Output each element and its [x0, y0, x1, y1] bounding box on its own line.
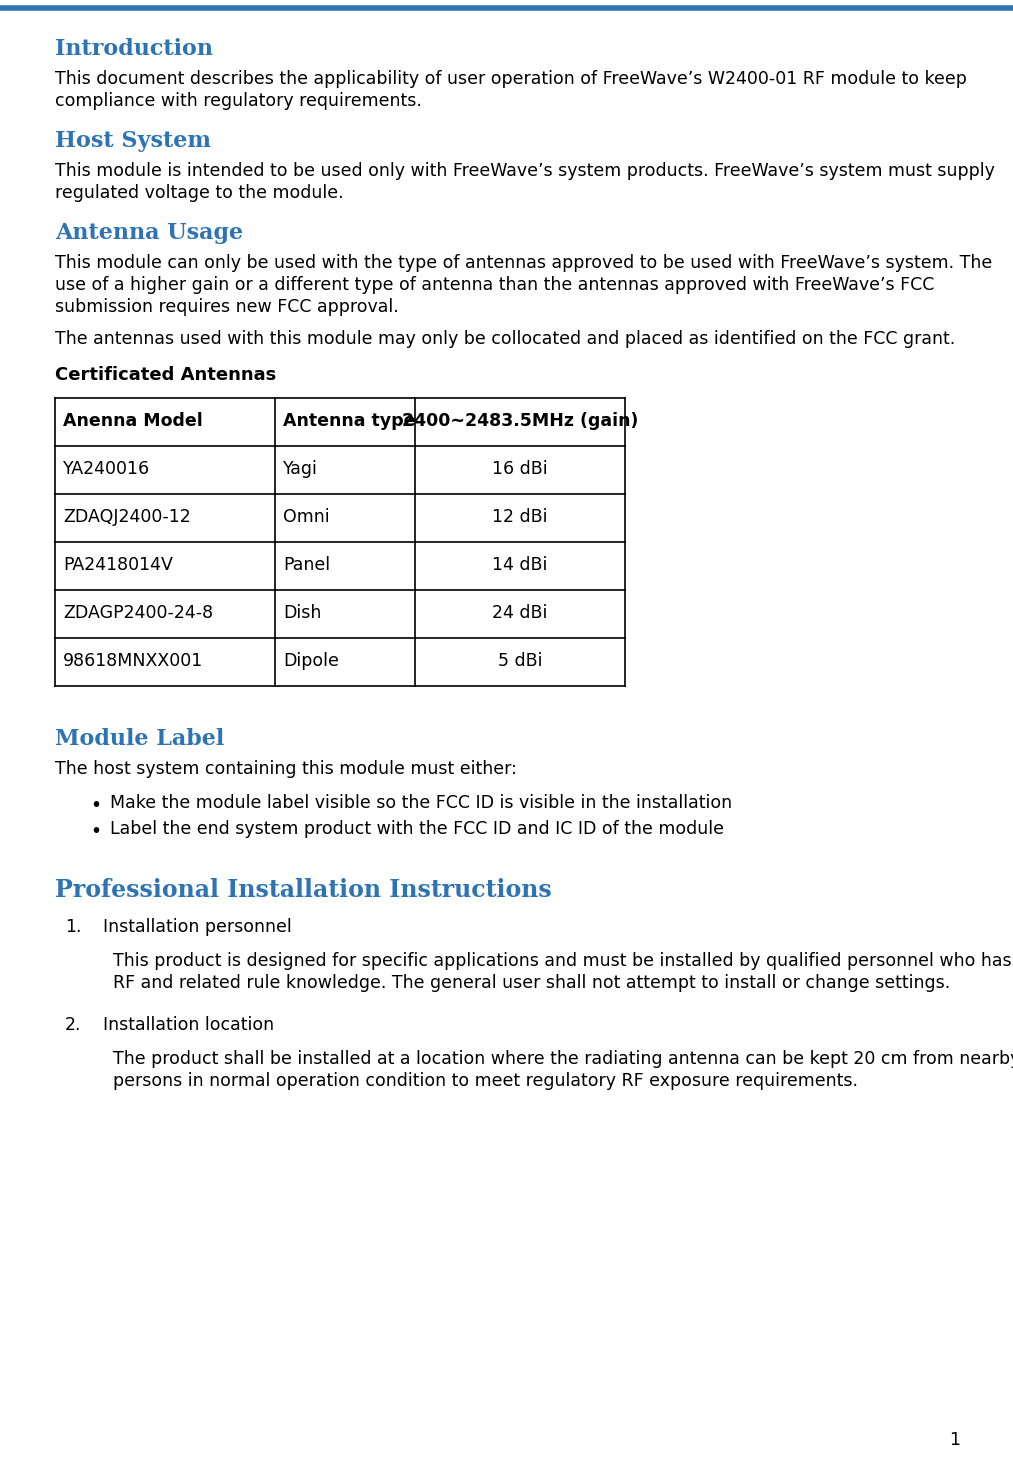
- Text: 16 dBi: 16 dBi: [492, 460, 548, 478]
- Text: The antennas used with this module may only be collocated and placed as identifi: The antennas used with this module may o…: [55, 330, 955, 348]
- Text: 1: 1: [949, 1432, 960, 1449]
- Text: Module Label: Module Label: [55, 728, 224, 750]
- Text: Antenna Usage: Antenna Usage: [55, 222, 243, 244]
- Text: Certificated Antennas: Certificated Antennas: [55, 365, 277, 385]
- Text: This module can only be used with the type of antennas approved to be used with : This module can only be used with the ty…: [55, 254, 993, 272]
- Text: Installation personnel: Installation personnel: [103, 918, 292, 936]
- Text: Dipole: Dipole: [283, 652, 339, 670]
- Text: YA240016: YA240016: [63, 460, 150, 478]
- Text: submission requires new FCC approval.: submission requires new FCC approval.: [55, 297, 399, 317]
- Text: ZDAQJ2400-12: ZDAQJ2400-12: [63, 507, 190, 527]
- Text: 5 dBi: 5 dBi: [497, 652, 542, 670]
- Text: This module is intended to be used only with FreeWave’s system products. FreeWav: This module is intended to be used only …: [55, 163, 995, 180]
- Text: The host system containing this module must either:: The host system containing this module m…: [55, 760, 517, 778]
- Text: ZDAGP2400-24-8: ZDAGP2400-24-8: [63, 603, 213, 623]
- Text: regulated voltage to the module.: regulated voltage to the module.: [55, 183, 343, 203]
- Text: 12 dBi: 12 dBi: [492, 507, 548, 527]
- Text: Installation location: Installation location: [103, 1016, 275, 1034]
- Text: 2.: 2.: [65, 1016, 81, 1034]
- Text: Professional Installation Instructions: Professional Installation Instructions: [55, 879, 552, 902]
- Text: Make the module label visible so the FCC ID is visible in the installation: Make the module label visible so the FCC…: [110, 794, 732, 812]
- Text: Label the end system product with the FCC ID and IC ID of the module: Label the end system product with the FC…: [110, 819, 724, 839]
- Text: persons in normal operation condition to meet regulatory RF exposure requirement: persons in normal operation condition to…: [113, 1072, 858, 1090]
- Text: Introduction: Introduction: [55, 38, 213, 61]
- Text: Panel: Panel: [283, 556, 330, 574]
- Text: 1.: 1.: [65, 918, 81, 936]
- Text: RF and related rule knowledge. The general user shall not attempt to install or : RF and related rule knowledge. The gener…: [113, 975, 950, 992]
- Text: use of a higher gain or a different type of antenna than the antennas approved w: use of a higher gain or a different type…: [55, 277, 934, 294]
- Text: Yagi: Yagi: [283, 460, 318, 478]
- Text: This document describes the applicability of user operation of FreeWave’s W2400-: This document describes the applicabilit…: [55, 70, 966, 87]
- Text: compliance with regulatory requirements.: compliance with regulatory requirements.: [55, 92, 421, 109]
- Text: Dish: Dish: [283, 603, 321, 623]
- Text: •: •: [90, 796, 101, 815]
- Text: PA2418014V: PA2418014V: [63, 556, 173, 574]
- Text: Omni: Omni: [283, 507, 329, 527]
- Text: Antenna type: Antenna type: [283, 413, 415, 430]
- Text: 2400~2483.5MHz (gain): 2400~2483.5MHz (gain): [402, 413, 638, 430]
- Text: •: •: [90, 822, 101, 842]
- Text: This product is designed for specific applications and must be installed by qual: This product is designed for specific ap…: [113, 952, 1012, 970]
- Text: 14 dBi: 14 dBi: [492, 556, 548, 574]
- Text: Host System: Host System: [55, 130, 211, 152]
- Text: Anenna Model: Anenna Model: [63, 413, 203, 430]
- Text: 98618MNXX001: 98618MNXX001: [63, 652, 204, 670]
- Text: 24 dBi: 24 dBi: [492, 603, 548, 623]
- Text: The product shall be installed at a location where the radiating antenna can be : The product shall be installed at a loca…: [113, 1050, 1013, 1068]
